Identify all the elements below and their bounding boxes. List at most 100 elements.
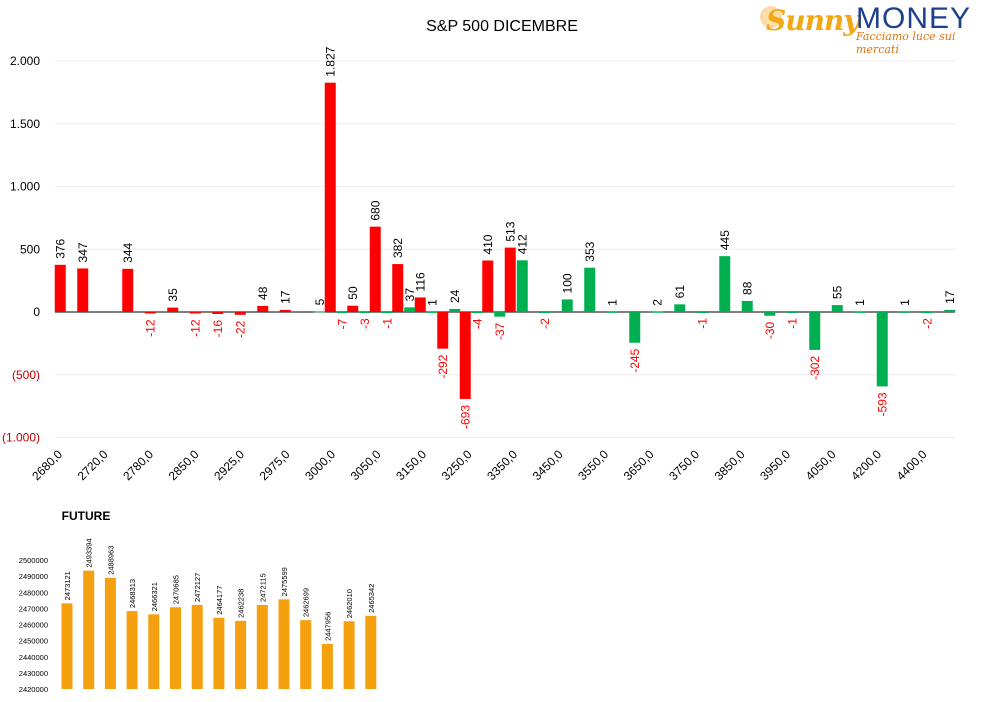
call-bar [482, 260, 494, 312]
x-tick-label: 3850,0 [712, 447, 748, 483]
call-bar [167, 307, 179, 312]
future-y-tick-label: 2450000 [19, 637, 48, 646]
future-bar [61, 603, 73, 689]
data-label: 1.827 [323, 46, 337, 76]
x-tick-label: 3550,0 [575, 447, 611, 483]
brand-tagline: Facciamo luce sui mercati [856, 30, 956, 56]
data-label: 1 [425, 299, 439, 306]
y-tick-label: 500 [20, 242, 40, 256]
x-tick-label: 2680,0 [29, 447, 65, 483]
future-data-label: 2465342 [367, 584, 376, 613]
data-label: -37 [493, 322, 507, 340]
future-data-label: 2466321 [150, 582, 159, 611]
future-chart: FUTURE 2500000 2490000 2480000 2470000 24600… [19, 509, 377, 694]
data-label: 48 [256, 286, 270, 300]
future-data-label: 2475599 [280, 567, 289, 596]
future-data-label: 2470685 [172, 575, 181, 604]
y-tick-label: 1.500 [10, 117, 40, 131]
x-tick-label: 3650,0 [621, 447, 657, 483]
call-bar [347, 305, 359, 312]
put-bar [494, 312, 506, 317]
future-bar [148, 614, 160, 689]
x-tick-label: 3450,0 [530, 447, 566, 483]
put-bar [741, 300, 753, 312]
data-label: -2 [538, 318, 552, 329]
future-data-label: 2447956 [323, 612, 332, 641]
call-bar [54, 264, 66, 312]
data-label: 17 [943, 290, 957, 304]
data-label: -693 [458, 405, 472, 429]
x-tick-label: 3350,0 [484, 447, 520, 483]
future-bar [365, 615, 377, 689]
data-label: 55 [830, 285, 844, 299]
put-bar [471, 312, 483, 313]
call-bar [77, 268, 89, 312]
x-tick-label: 3050,0 [348, 447, 384, 483]
future-data-label: 2473121 [63, 571, 72, 600]
x-tick-label: 3150,0 [393, 447, 429, 483]
put-bar [674, 304, 686, 312]
data-label: -3 [358, 318, 372, 329]
put-bar [449, 308, 461, 312]
future-chart-title: FUTURE [62, 509, 111, 523]
x-tick-label: 3950,0 [757, 447, 793, 483]
data-label: 37 [403, 288, 417, 302]
call-bar [189, 312, 201, 314]
future-y-tick-label: 2490000 [19, 572, 48, 581]
data-label: 5 [313, 298, 327, 305]
x-tick-label: 2975,0 [257, 447, 293, 483]
data-label: 680 [368, 200, 382, 220]
data-label: -1 [785, 318, 799, 329]
y-tick-label: 2.000 [10, 54, 40, 68]
future-bar [300, 620, 312, 689]
future-data-label: 2462699 [302, 588, 311, 617]
data-label: 412 [515, 234, 529, 254]
future-bar [235, 620, 247, 689]
future-bar [343, 621, 355, 689]
put-bar [381, 312, 393, 313]
data-label: 100 [560, 273, 574, 293]
call-bar [122, 268, 134, 312]
data-label: -2 [920, 318, 934, 329]
x-tick-label: 4050,0 [803, 447, 839, 483]
data-label: 445 [718, 230, 732, 250]
put-bar [336, 312, 348, 313]
future-y-tick-label: 2420000 [19, 685, 48, 694]
future-y-tick-label: 2440000 [19, 653, 48, 662]
put-bar [426, 311, 438, 313]
call-bar [392, 264, 404, 312]
future-data-label: 2464177 [215, 586, 224, 615]
call-bar [459, 312, 471, 399]
data-label: -30 [763, 321, 777, 339]
put-bar [696, 312, 708, 313]
put-bar [314, 311, 326, 313]
put-bar [899, 311, 911, 313]
data-label: 382 [391, 238, 405, 258]
future-y-tick-label: 2500000 [19, 556, 48, 565]
data-label: -245 [628, 348, 642, 372]
data-label: 1 [605, 299, 619, 306]
put-bar [831, 305, 843, 312]
data-label: 50 [346, 286, 360, 300]
data-label: -1 [380, 318, 394, 329]
future-data-label: 2472115 [258, 573, 267, 602]
put-bar [606, 311, 618, 313]
open-interest-chart: S&P 500 DICEMBRE 2.000 1.500 1.000 500 0 (500… [2, 18, 957, 483]
y-tick-label: 0 [33, 305, 40, 319]
brand-logo: Sunny MONEY Facciamo luce sui mercati [760, 2, 1000, 56]
future-data-label: 2488963 [106, 546, 115, 575]
x-tick-label: 2925,0 [211, 447, 247, 483]
data-label: -4 [470, 318, 484, 329]
x-tick-label: 2850,0 [166, 447, 202, 483]
data-label: -7 [335, 319, 349, 330]
put-bar [944, 309, 956, 312]
call-bar [279, 309, 291, 312]
future-y-tick-label: 2430000 [19, 669, 48, 678]
x-tick-label: 3000,0 [302, 447, 338, 483]
data-label: -1 [695, 318, 709, 329]
data-label: -12 [188, 319, 202, 337]
put-bar [651, 311, 663, 313]
data-label: 1 [898, 299, 912, 306]
data-label: -12 [143, 319, 157, 337]
chart-title: S&P 500 DICEMBRE [426, 18, 578, 35]
